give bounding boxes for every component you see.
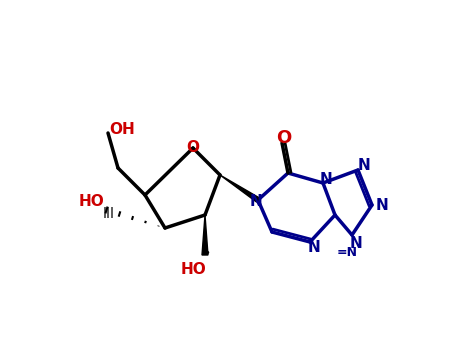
- Text: O: O: [276, 129, 292, 147]
- Text: |||: |||: [103, 206, 115, 217]
- Text: N: N: [319, 173, 332, 188]
- Text: O: O: [187, 140, 199, 154]
- Text: OH: OH: [109, 121, 135, 136]
- Text: N: N: [250, 195, 263, 210]
- Text: N: N: [376, 198, 389, 214]
- Text: =N: =N: [337, 246, 358, 259]
- Text: HO: HO: [180, 261, 206, 276]
- Text: N: N: [358, 158, 370, 173]
- Polygon shape: [202, 215, 208, 255]
- Text: N: N: [308, 239, 320, 254]
- Text: N: N: [349, 236, 362, 251]
- Polygon shape: [220, 175, 259, 202]
- Text: HO: HO: [79, 194, 105, 209]
- Text: •: •: [204, 248, 210, 258]
